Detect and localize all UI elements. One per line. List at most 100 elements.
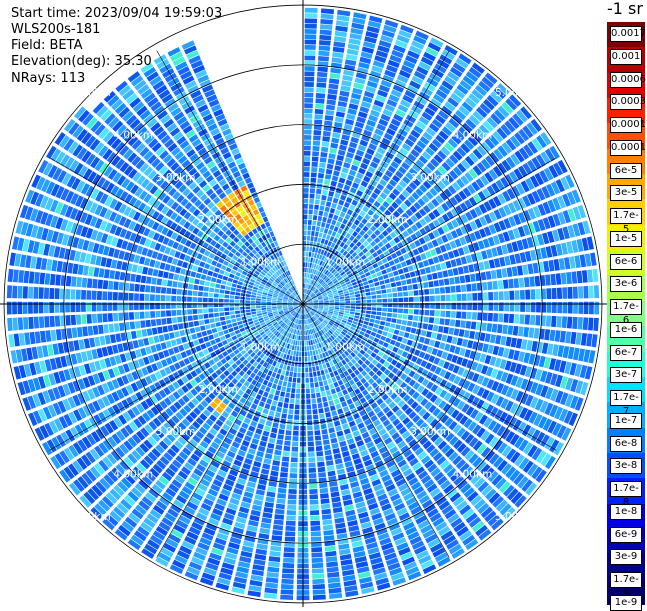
ray-gate: [208, 298, 213, 302]
ray-gate: [332, 443, 339, 449]
ray-gate: [554, 259, 560, 271]
ray-gate: [168, 325, 174, 332]
ray-gate: [534, 328, 540, 339]
ray-gate: [361, 297, 366, 300]
ray-gate: [270, 471, 278, 477]
ray-gate: [481, 323, 487, 331]
ray-gate: [316, 451, 323, 456]
ray-gate: [205, 341, 211, 347]
ray-gate: [583, 286, 588, 298]
ray-gate: [425, 267, 431, 274]
ray-gate: [251, 301, 256, 303]
ray-gate: [385, 322, 390, 327]
ray-gate: [156, 286, 161, 293]
ray-gate: [398, 269, 404, 275]
ray-gate: [292, 441, 298, 446]
ray-gate: [319, 305, 324, 306]
ray-gate: [310, 378, 314, 383]
ray-gate: [218, 331, 224, 336]
ray-gate: [367, 326, 372, 331]
ray-gate: [88, 266, 94, 276]
ray-gate: [261, 308, 266, 310]
ray-gate: [55, 274, 61, 285]
ray-gate: [374, 338, 380, 343]
ray-gate: [92, 291, 97, 300]
ray-gate: [89, 338, 95, 348]
ray-gate: [76, 290, 81, 300]
ray-gate: [304, 77, 314, 82]
ray-gate: [311, 537, 321, 542]
ray-gate: [334, 193, 340, 199]
ray-gate: [166, 288, 171, 294]
ray-gate: [225, 290, 230, 294]
ray-gate: [307, 351, 310, 356]
ray-gate: [354, 315, 359, 318]
ray-gate: [389, 328, 395, 333]
ray-gate: [331, 410, 337, 416]
ray-gate: [309, 199, 314, 204]
ray-gate: [318, 467, 326, 472]
ray-gate: [256, 451, 264, 457]
ray-gate: [313, 584, 326, 589]
ray-gate: [73, 340, 79, 351]
ray-gate: [157, 327, 163, 334]
ray-gate: [370, 315, 375, 319]
ray-gate: [413, 315, 418, 320]
ray-gate: [466, 284, 471, 292]
ray-gate: [409, 309, 414, 314]
ray-gate: [297, 378, 301, 383]
ray-gate: [303, 246, 306, 251]
ray-gate: [400, 325, 406, 330]
ray-gate: [289, 372, 293, 377]
ray-gate: [292, 356, 295, 361]
ray-gate: [321, 14, 334, 20]
ray-gate: [235, 330, 241, 335]
ray-gate: [308, 340, 310, 345]
ray-gate: [422, 345, 428, 352]
ray-gate: [337, 106, 346, 112]
ray-gate: [325, 115, 334, 121]
ray-gate: [305, 29, 317, 34]
ray-gate: [324, 120, 332, 126]
ray-gate: [285, 537, 295, 542]
ray-gate: [324, 305, 329, 306]
ray-gate: [285, 526, 295, 531]
ray-gate: [320, 200, 325, 205]
ray-gate: [386, 267, 392, 272]
ray-gate: [82, 278, 88, 288]
ray-gate: [313, 595, 326, 600]
ray-gate: [153, 336, 159, 343]
ray-gate: [391, 282, 396, 287]
ray-gate: [497, 324, 503, 333]
ray-gate: [487, 281, 492, 290]
ray-gate: [81, 314, 86, 324]
ray-gate: [150, 311, 155, 318]
ray-gate: [284, 376, 288, 381]
ray-gate: [434, 318, 439, 324]
ray-gate: [441, 334, 447, 341]
ray-gate: [284, 441, 291, 446]
ray-gate: [267, 298, 272, 300]
ray-gate: [522, 265, 528, 275]
ray-gate: [236, 318, 241, 322]
ray-gate: [360, 290, 365, 294]
ray-gate: [574, 255, 580, 268]
ray-gate: [84, 338, 90, 348]
ray-gate: [296, 394, 300, 399]
ray-gate: [431, 332, 437, 339]
ray-gate: [227, 348, 233, 354]
ray-gate: [336, 375, 341, 381]
ray-gate: [310, 236, 313, 241]
ray-gate: [240, 297, 245, 300]
ray-gate: [309, 252, 312, 257]
ray-gate: [283, 563, 295, 568]
ray-gate: [188, 322, 194, 328]
ray-gate: [162, 279, 168, 286]
ray-gate: [556, 316, 561, 327]
ray-gate: [235, 296, 240, 299]
ray-gate: [291, 388, 295, 393]
ray-gate: [307, 415, 312, 420]
ray-gate: [345, 301, 350, 303]
ray-gate: [379, 265, 385, 270]
ray-gate: [327, 99, 336, 105]
